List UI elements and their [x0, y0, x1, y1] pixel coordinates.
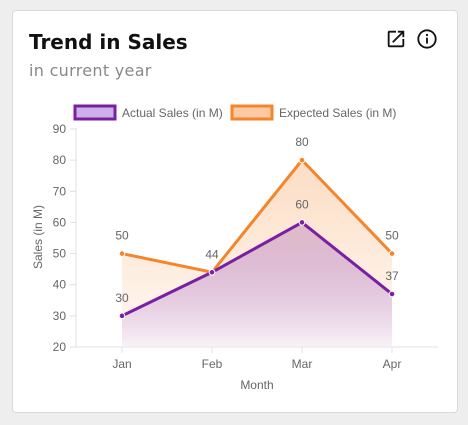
y-tick-label: 90 — [53, 122, 67, 136]
y-tick-label: 40 — [53, 278, 67, 292]
legend-swatch-actual — [73, 104, 117, 121]
y-axis-title: Sales (in M) — [31, 205, 45, 269]
y-tick-label: 70 — [53, 184, 67, 198]
legend-label-actual: Actual Sales (in M) — [122, 106, 223, 120]
info-icon[interactable] — [416, 28, 438, 50]
legend-swatch-expected — [230, 104, 274, 121]
legend-item-expected[interactable]: Expected Sales (in M) — [230, 104, 396, 121]
x-axis-title: Month — [240, 378, 273, 392]
data-label-expected: 50 — [115, 229, 129, 243]
legend-item-actual[interactable]: Actual Sales (in M) — [73, 104, 223, 121]
card-subtitle: in current year — [29, 61, 152, 80]
y-tick-label: 20 — [53, 340, 67, 354]
y-tick-label: 80 — [53, 153, 67, 167]
x-tick-label: Jan — [112, 357, 131, 371]
point-actual[interactable] — [298, 219, 306, 226]
y-tick-label: 50 — [53, 247, 67, 261]
point-expected[interactable] — [298, 156, 306, 164]
open-in-new-icon[interactable] — [385, 28, 407, 50]
x-tick-label: Apr — [383, 357, 402, 371]
data-label-expected: 50 — [385, 229, 399, 243]
point-actual[interactable] — [118, 312, 126, 320]
y-tick-label: 30 — [53, 309, 67, 323]
data-label-actual: 30 — [115, 291, 129, 305]
data-label-expected: 80 — [295, 135, 309, 149]
card-title: Trend in Sales — [29, 30, 188, 54]
legend: Actual Sales (in M) Expected Sales (in M… — [73, 104, 396, 121]
data-label-actual: 44 — [205, 247, 219, 261]
x-tick-label: Feb — [202, 357, 223, 371]
point-expected[interactable] — [388, 250, 396, 257]
y-tick-label: 60 — [53, 215, 67, 229]
data-label-actual: 60 — [295, 197, 309, 211]
x-tick-label: Mar — [292, 357, 313, 371]
line-expected — [121, 157, 394, 274]
area-actual — [122, 222, 392, 347]
legend-label-expected: Expected Sales (in M) — [279, 106, 396, 120]
point-actual[interactable] — [388, 290, 396, 298]
point-expected[interactable] — [118, 250, 126, 257]
data-label-actual: 37 — [385, 269, 399, 283]
point-actual[interactable] — [208, 268, 216, 276]
line-actual — [121, 220, 393, 318]
